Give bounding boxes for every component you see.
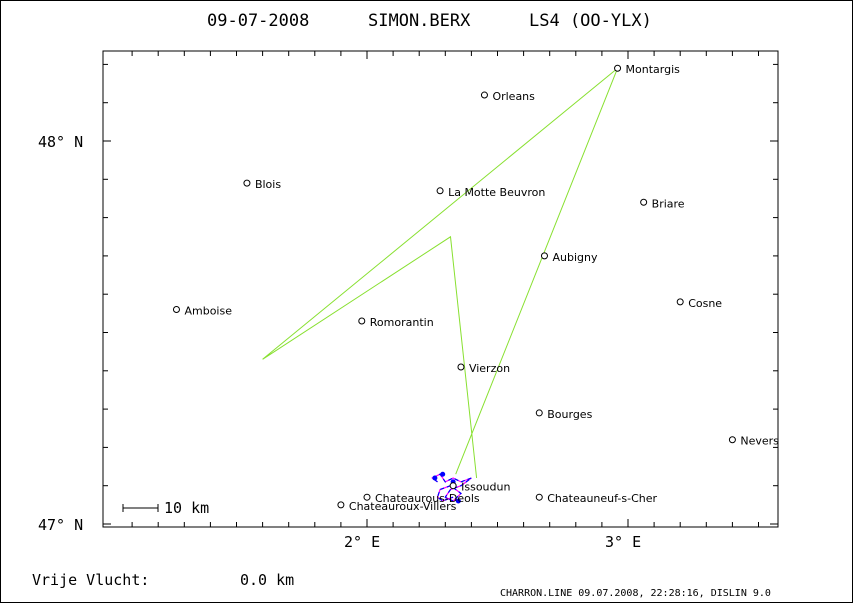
city-label: Amboise: [184, 305, 232, 318]
lon-label-3e: 3° E: [605, 533, 641, 551]
flight-date: 09-07-2008: [207, 11, 309, 31]
city-label: Nevers: [740, 435, 779, 448]
track-line-primary: [431, 473, 472, 502]
city-label: Chateauneuf-s-Cher: [547, 492, 657, 505]
pilot-name: SIMON.BERX: [368, 11, 471, 31]
city-marker: [676, 298, 684, 306]
city-marker: [480, 91, 488, 99]
scale-bar-label: 10 km: [164, 499, 209, 517]
lat-label-47: 47° N: [38, 516, 83, 534]
city-marker: [535, 409, 543, 417]
city-marker: [363, 493, 371, 501]
scale-bar: 10 km: [122, 499, 209, 517]
city-label: Cosne: [688, 297, 722, 310]
city-label: Briare: [652, 197, 685, 210]
axis-ticks: [103, 51, 778, 527]
city-label: Issoudun: [461, 481, 510, 494]
distance-value: 0.0 km: [240, 571, 294, 589]
city-marker: [243, 179, 251, 187]
city-label: Vierzon: [469, 362, 510, 375]
city-label: Blois: [255, 178, 281, 191]
city-marker: [449, 482, 457, 490]
lon-label-2e: 2° E: [344, 533, 380, 551]
city-label: Montargis: [626, 63, 681, 76]
credit-line: CHARRON.LINE 09.07.2008, 22:28:16, DISLI…: [500, 588, 771, 599]
city-marker: [640, 198, 648, 206]
task-line: [262, 67, 619, 479]
city-marker: [457, 363, 465, 371]
city-label: Orleans: [492, 90, 535, 103]
city-label: Chateauroux-Villers: [349, 500, 457, 513]
city-marker: [540, 252, 548, 260]
thermal-point: [455, 498, 461, 504]
lat-label-48: 48° N: [38, 133, 83, 151]
city-marker: [337, 501, 345, 509]
thermal-point: [440, 471, 446, 477]
task-route: [262, 67, 619, 479]
city-marker: [535, 493, 543, 501]
city-label: Bourges: [547, 408, 592, 421]
map-frame: [102, 50, 779, 528]
city-label: Romorantin: [370, 316, 434, 329]
city-marker: [614, 64, 622, 72]
city-marker: [358, 317, 366, 325]
glider-id: LS4 (OO-YLX): [529, 11, 652, 31]
city-label: Aubigny: [552, 251, 597, 264]
distance-label: Vrije Vlucht:: [32, 571, 149, 589]
city-marker: [172, 306, 180, 314]
city-label: Chateaurous-Deols: [375, 492, 480, 505]
city-markers: Montargis Orleans Blois La Motte Beuvron Bri…: [172, 63, 779, 513]
city-marker: [436, 187, 444, 195]
city-marker: [728, 436, 736, 444]
thermal-point: [432, 475, 438, 481]
city-label: La Motte Beuvron: [448, 186, 545, 199]
